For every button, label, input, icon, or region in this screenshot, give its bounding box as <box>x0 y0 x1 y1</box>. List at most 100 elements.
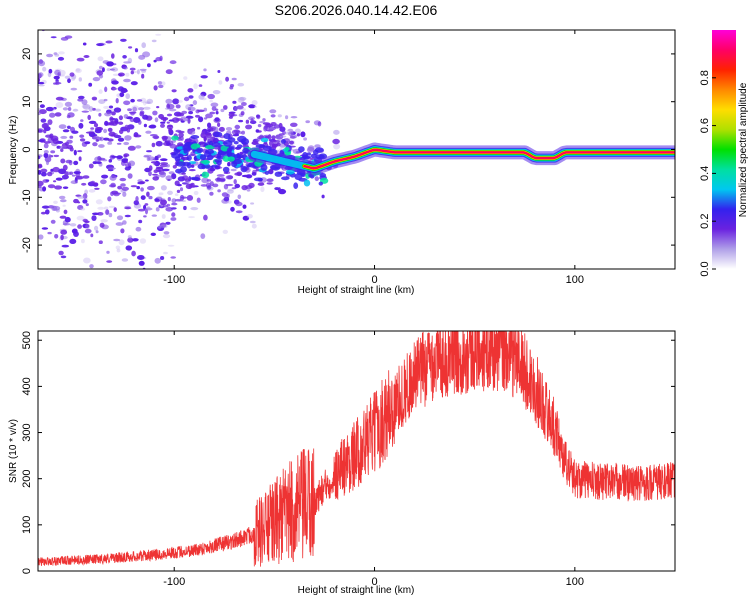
spectrogram-noise-blob <box>145 130 152 134</box>
spectrogram-noise-blob <box>147 63 151 68</box>
spectrogram-noise-blob <box>54 185 63 190</box>
colorbar: 0.0 0.2 0.4 0.6 0.8 Normalized spectral ampl… <box>699 30 749 277</box>
spectrogram-noise-blob <box>251 141 259 145</box>
spectrogram-signal-blob <box>293 182 299 189</box>
spectrogram-noise-blob <box>113 207 117 213</box>
spectrogram-noise-blob <box>143 106 151 110</box>
spectrogram-noise-blob <box>198 84 203 87</box>
spectrogram-noise-blob <box>107 141 113 145</box>
spectrogram-noise-blob <box>92 77 101 82</box>
spectrogram-noise-blob <box>82 199 88 204</box>
spectrogram-ytick-label: -10 <box>21 189 33 205</box>
spectrogram-noise-blob <box>248 104 256 109</box>
spectrogram-noise-blob <box>130 81 138 86</box>
spectrogram-noise-blob <box>317 121 322 127</box>
snr-xtick-label: 100 <box>566 576 584 588</box>
spectrogram-noise-blob <box>123 100 131 106</box>
spectrogram-noise-blob <box>183 96 190 102</box>
spectrogram-noise-blob <box>239 151 244 155</box>
spectrogram-noise-blob <box>67 125 71 129</box>
spectrogram-noise-blob <box>207 122 212 128</box>
spectrogram-noise-blob <box>203 214 208 221</box>
spectrogram-noise-blob <box>209 191 214 196</box>
spectrogram-noise-blob <box>134 48 139 53</box>
spectrogram-noise-blob <box>124 160 128 164</box>
spectrogram-noise-blob <box>238 119 244 123</box>
spectrogram-noise-blob <box>41 30 45 32</box>
spectrogram-noise-blob <box>188 129 196 135</box>
spectrogram-noise-blob <box>117 86 124 92</box>
spectrogram-noise-blob <box>217 122 221 128</box>
spectrogram-noise-blob <box>260 186 265 193</box>
spectrogram-noise-blob <box>169 108 177 112</box>
spectrogram-signal-blob <box>260 137 269 143</box>
spectrogram-noise-blob <box>93 134 98 137</box>
spectrogram-noise-blob <box>127 237 134 243</box>
spectrogram-noise-blob <box>40 118 47 123</box>
spectrogram-noise-blob <box>171 117 180 123</box>
spectrogram-noise-blob <box>95 199 103 205</box>
spectrogram-signal-blob <box>186 162 192 169</box>
spectrogram-noise-blob <box>47 184 56 189</box>
spectrogram-noise-blob <box>198 141 207 145</box>
spectrogram-noise-blob <box>205 113 213 119</box>
spectrogram-noise-blob <box>45 159 50 166</box>
spectrogram-noise-blob <box>166 142 171 146</box>
spectrogram-noise-blob <box>110 191 114 197</box>
spectrogram-noise-blob <box>95 230 99 234</box>
spectrogram-noise-blob <box>152 135 160 139</box>
spectrogram-noise-blob <box>38 111 41 116</box>
spectrogram-noise-blob <box>124 166 131 171</box>
spectrogram-noise-blob <box>60 229 68 235</box>
spectrogram-noise-blob <box>145 179 149 182</box>
spectrogram-noise-blob <box>77 195 85 199</box>
spectrogram-noise-blob <box>93 123 99 128</box>
spectrogram-noise-blob <box>209 99 213 103</box>
spectrogram-noise-blob <box>246 189 251 192</box>
spectrogram-noise-blob <box>212 90 221 95</box>
spectrogram-noise-blob <box>60 255 67 259</box>
spectrogram-noise-blob <box>245 174 253 179</box>
spectrogram-noise-blob <box>143 100 147 106</box>
spectrogram-signal-blob <box>206 154 214 161</box>
spectrogram-noise-blob <box>90 127 95 130</box>
spectrogram-noise-blob <box>120 228 125 234</box>
spectrogram-noise-blob <box>91 96 98 101</box>
spectrogram-signal-blob <box>236 144 243 149</box>
spectrogram-noise-blob <box>118 115 123 121</box>
colorbar-tick-label: 0.6 <box>699 118 711 133</box>
spectrogram-noise-blob <box>118 121 124 125</box>
spectrogram-noise-blob <box>236 130 241 133</box>
spectrogram-noise-blob <box>290 116 298 119</box>
spectrogram-noise-blob <box>183 76 188 80</box>
spectrogram-noise-blob <box>127 235 132 239</box>
spectrogram-noise-blob <box>228 112 235 117</box>
spectrogram-noise-blob <box>296 133 301 137</box>
spectrogram-noise-blob <box>42 66 47 72</box>
spectrogram-noise-blob <box>76 175 85 180</box>
spectrogram-noise-blob <box>225 76 230 82</box>
snr-frame <box>37 330 676 572</box>
spectrogram-signal-blob <box>216 160 222 166</box>
spectrogram-noise-blob <box>178 132 184 138</box>
spectrogram-noise-blob <box>188 111 194 115</box>
spectrogram-noise-blob <box>188 216 196 219</box>
spectrogram-noise-blob <box>174 193 179 197</box>
spectrogram-noise-blob <box>82 42 87 46</box>
spectrogram-noise-blob <box>111 53 115 59</box>
spectrogram-noise-blob <box>121 186 129 191</box>
spectrogram-noise-blob <box>60 199 67 203</box>
spectrogram-noise-blob <box>49 112 56 118</box>
spectrogram-noise-blob <box>255 129 260 133</box>
spectrogram-noise-blob <box>332 138 340 145</box>
spectrogram-signal-blob <box>281 176 290 181</box>
spectrogram-signal-blob <box>294 173 303 181</box>
spectrogram-noise-blob <box>67 78 71 84</box>
spectrogram-noise-blob <box>115 98 119 104</box>
spectrogram-noise-blob <box>115 245 121 250</box>
spectrogram-noise-blob <box>131 105 140 112</box>
spectrogram-noise-blob <box>210 102 219 108</box>
spectrogram-noise-blob <box>227 175 234 180</box>
spectrogram-noise-blob <box>185 115 194 119</box>
spectrogram-noise-blob <box>98 89 103 94</box>
